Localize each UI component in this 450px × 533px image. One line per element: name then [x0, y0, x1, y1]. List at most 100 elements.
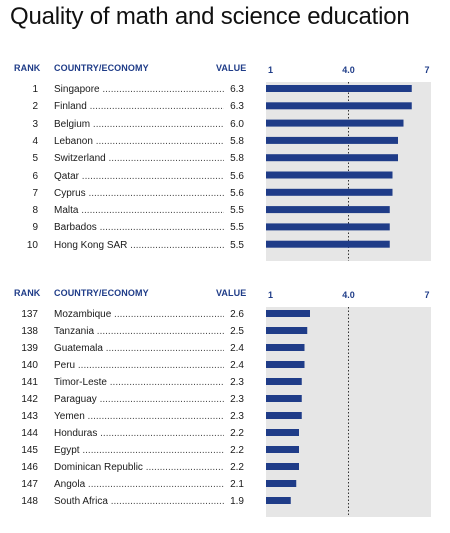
- value-cell: 2.3: [224, 391, 244, 408]
- value-cell: 2.2: [224, 459, 244, 476]
- value-cell: 5.5: [224, 219, 244, 237]
- country-cell: Belgium: [54, 116, 224, 133]
- chart-panel-2: RANK COUNTRY/ECONOMY VALUE 1 4.0 7 137 Mozambiq…: [0, 288, 450, 517]
- country-cell: Yemen: [54, 408, 224, 425]
- value-cell: 5.5: [224, 202, 244, 220]
- bar-plot: 1 4.0 7: [266, 290, 431, 517]
- value-header: VALUE: [216, 63, 247, 73]
- bar: [266, 136, 398, 144]
- value-cell: 2.2: [224, 442, 244, 459]
- bar: [266, 102, 412, 110]
- country-cell: Finland: [54, 98, 224, 115]
- country-cell: Singapore: [54, 81, 224, 98]
- rank-cell: 142: [21, 394, 38, 405]
- country-header: COUNTRY/ECONOMY: [54, 63, 149, 73]
- bar: [266, 480, 297, 487]
- rank-cell: 1: [32, 84, 38, 95]
- bar: [266, 429, 299, 436]
- rank-cell: 2: [32, 101, 38, 113]
- rank-cell: 146: [21, 462, 38, 473]
- country-cell: Mozambique: [54, 306, 224, 323]
- tick-label: 7: [424, 290, 429, 300]
- table-row: 3 Belgium6.0: [0, 115, 450, 133]
- country-cell: Peru: [54, 357, 224, 374]
- rank-cell: 4: [32, 135, 38, 147]
- value-cell: 6.0: [224, 115, 244, 133]
- tick-label: 1: [268, 65, 273, 75]
- bar: [266, 171, 393, 179]
- rank-cell: 143: [21, 411, 38, 422]
- value-cell: 6.3: [224, 81, 244, 98]
- country-cell: Paraguay: [54, 391, 224, 408]
- table-row: 142 Paraguay2.3: [0, 391, 450, 408]
- country-cell: Dominican Republic: [54, 459, 224, 476]
- tick-label: 4.0: [342, 290, 355, 300]
- bar: [266, 378, 302, 385]
- bar-plot: 1 4.0 7: [266, 65, 431, 261]
- country-cell: Barbados: [54, 219, 224, 236]
- rank-cell: 141: [21, 377, 38, 388]
- table-row: 2 Finland6.3: [0, 98, 450, 116]
- rank-cell: 10: [26, 239, 38, 251]
- bar: [266, 327, 308, 334]
- rank-cell: 138: [21, 326, 38, 337]
- country-cell: South Africa: [54, 493, 224, 510]
- value-cell: 5.8: [224, 150, 244, 168]
- country-cell: Malta: [54, 202, 224, 219]
- chart-panel-1: RANKCOUNTRY/ECONOMYVALUE14.071Singapore6…: [0, 63, 450, 261]
- rank-cell: 8: [32, 205, 38, 217]
- table-row: 146 Dominican Republic2.2: [0, 459, 450, 476]
- tick-label: 4.0: [342, 65, 355, 75]
- rank-cell: 140: [21, 360, 38, 371]
- value-cell: 5.6: [224, 184, 244, 202]
- value-header: VALUE: [216, 288, 247, 298]
- value-cell: 6.3: [224, 98, 244, 116]
- value-cell: 2.4: [224, 357, 244, 374]
- bar: [266, 497, 291, 504]
- bar: [266, 446, 299, 453]
- rank-header: RANK: [14, 288, 41, 298]
- table-row: 6 Qatar5.6: [0, 167, 450, 185]
- value-cell: 2.6: [224, 306, 244, 323]
- table-row: 8 Malta5.5: [0, 202, 450, 220]
- bar: [266, 395, 302, 402]
- country-cell: Egypt: [54, 442, 224, 459]
- bar: [266, 119, 404, 127]
- table-row: 4 Lebanon5.8: [0, 132, 450, 150]
- rank-cell: 139: [21, 343, 38, 354]
- country-cell: Hong Kong SAR: [54, 237, 224, 254]
- value-cell: 5.5: [224, 236, 244, 254]
- bar: [266, 206, 390, 214]
- bar: [266, 188, 393, 196]
- bar: [266, 361, 305, 368]
- country-header: COUNTRY/ECONOMY: [54, 288, 149, 298]
- country-cell: Tanzania: [54, 323, 224, 340]
- country-cell: Lebanon: [54, 133, 224, 150]
- rank-cell: 137: [21, 309, 38, 320]
- country-cell: Timor-Leste: [54, 374, 224, 391]
- rank-cell: 3: [32, 118, 38, 130]
- bar: [266, 412, 302, 419]
- value-cell: 2.5: [224, 323, 244, 340]
- rank-header: RANK: [14, 63, 41, 73]
- table-row: 140 Peru2.4: [0, 357, 450, 374]
- rank-cell: 5: [32, 153, 38, 165]
- table-row: 137 Mozambique2.6: [0, 306, 450, 323]
- table-row: 144 Honduras2.2: [0, 425, 450, 442]
- table-row: 10 Hong Kong SAR5.5: [0, 236, 450, 254]
- table-row: 148 South Africa1.9: [0, 493, 450, 510]
- chart-title: Quality of math and science education: [10, 3, 410, 30]
- table-row: 145 Egypt2.2: [0, 442, 450, 459]
- value-cell: 5.6: [224, 167, 244, 185]
- bar: [266, 240, 390, 248]
- table-row: 9 Barbados5.5: [0, 219, 450, 237]
- bar: [266, 154, 398, 162]
- bar: [266, 85, 412, 92]
- tick-label: 1: [268, 290, 273, 300]
- bar: [266, 344, 305, 351]
- rank-cell: 148: [21, 496, 38, 507]
- rank-cell: 147: [21, 479, 38, 490]
- value-cell: 5.8: [224, 132, 244, 150]
- table-row: 1 Singapore6.3: [0, 81, 450, 98]
- bar: [266, 223, 390, 231]
